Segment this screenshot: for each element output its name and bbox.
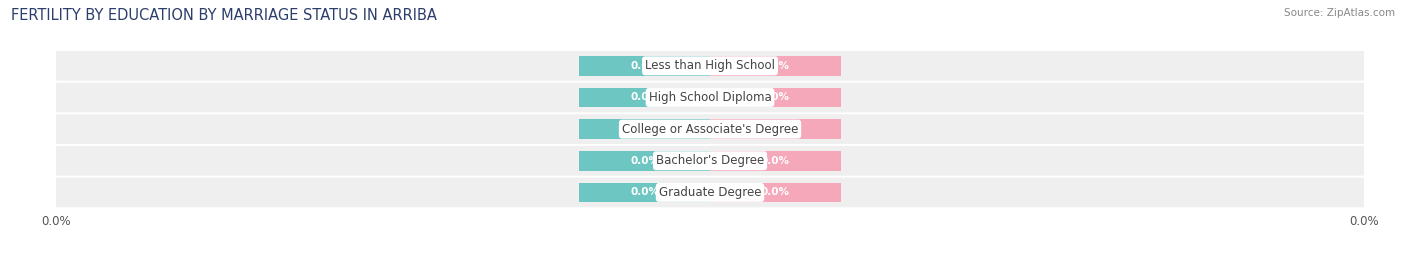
Text: 0.0%: 0.0% <box>630 61 659 71</box>
Text: Source: ZipAtlas.com: Source: ZipAtlas.com <box>1284 8 1395 18</box>
Text: 0.0%: 0.0% <box>761 61 790 71</box>
Bar <box>710 119 841 139</box>
Text: 0.0%: 0.0% <box>630 93 659 102</box>
Text: 0.0%: 0.0% <box>630 156 659 166</box>
Text: College or Associate's Degree: College or Associate's Degree <box>621 123 799 136</box>
Text: 0.0%: 0.0% <box>630 124 659 134</box>
Text: Graduate Degree: Graduate Degree <box>659 186 761 199</box>
Bar <box>710 183 841 202</box>
Bar <box>579 183 710 202</box>
Text: 0.0%: 0.0% <box>761 156 790 166</box>
Text: 0.0%: 0.0% <box>761 93 790 102</box>
Text: FERTILITY BY EDUCATION BY MARRIAGE STATUS IN ARRIBA: FERTILITY BY EDUCATION BY MARRIAGE STATU… <box>11 8 437 23</box>
Text: 0.0%: 0.0% <box>761 187 790 197</box>
FancyBboxPatch shape <box>44 114 1376 144</box>
Bar <box>579 119 710 139</box>
Text: 0.0%: 0.0% <box>630 187 659 197</box>
FancyBboxPatch shape <box>44 178 1376 207</box>
Bar <box>710 88 841 107</box>
Bar <box>579 151 710 171</box>
FancyBboxPatch shape <box>44 83 1376 112</box>
Text: Less than High School: Less than High School <box>645 59 775 72</box>
FancyBboxPatch shape <box>44 146 1376 176</box>
Bar <box>710 56 841 76</box>
Legend: Married, Unmarried: Married, Unmarried <box>633 266 787 269</box>
Bar <box>710 151 841 171</box>
Text: High School Diploma: High School Diploma <box>648 91 772 104</box>
FancyBboxPatch shape <box>44 51 1376 81</box>
Bar <box>579 56 710 76</box>
Bar <box>579 88 710 107</box>
Text: Bachelor's Degree: Bachelor's Degree <box>657 154 763 167</box>
Text: 0.0%: 0.0% <box>761 124 790 134</box>
